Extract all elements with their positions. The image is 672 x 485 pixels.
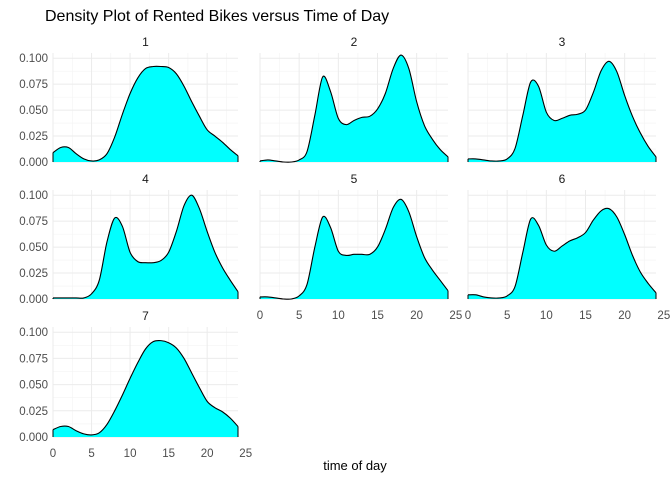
- x-tick-label: 5: [296, 310, 302, 322]
- density-area-fill: [260, 55, 448, 163]
- y-tick-label: 0.075: [19, 216, 48, 228]
- x-tick-label: 15: [371, 310, 384, 322]
- density-curve: [52, 65, 239, 162]
- y-tick-label: 0.025: [19, 406, 48, 418]
- facet-panel-6: 6 0 5 10 15 20 25: [465, 172, 670, 322]
- density-area-fill: [468, 61, 656, 162]
- y-tick-label: 0.050: [19, 242, 48, 254]
- density-curve: [53, 194, 239, 299]
- density-curve: [259, 198, 449, 300]
- x-tick-label: 25: [657, 310, 670, 322]
- x-tick-label: 25: [449, 310, 462, 322]
- density-area-fill: [260, 199, 448, 300]
- density-curve: [259, 54, 449, 163]
- panels-layer: 1 0.000 0.025 0.050 0.075 0.100 2 3 4 0.000 0.025 0…: [19, 35, 670, 460]
- facet-panel-4: 4 0.000 0.025 0.050 0.075 0.100: [19, 172, 239, 306]
- density-area-fill: [53, 340, 238, 437]
- x-tick-label: 20: [201, 448, 214, 460]
- y-tick-label: 0.100: [19, 53, 48, 65]
- facet-strip-label: 3: [559, 35, 566, 49]
- y-tick-label: 0.100: [19, 327, 48, 339]
- facet-strip-label: 2: [351, 35, 358, 49]
- density-area-fill: [53, 66, 238, 162]
- facet-strip-label: 1: [142, 35, 149, 49]
- x-tick-label: 0: [50, 448, 56, 460]
- density-curve: [52, 339, 239, 436]
- facet-strip-label: 4: [142, 172, 149, 186]
- facet-panel-1: 1 0.000 0.025 0.050 0.075 0.100: [19, 35, 239, 169]
- y-tick-label: 0.075: [19, 79, 48, 91]
- x-tick-label: 20: [410, 310, 423, 322]
- x-tick-label: 0: [257, 310, 263, 322]
- facet-strip-label: 5: [351, 172, 358, 186]
- facet-panel-2: 2: [259, 35, 449, 163]
- y-tick-label: 0.000: [19, 432, 48, 444]
- chart-title: Density Plot of Rented Bikes versus Time…: [45, 8, 389, 25]
- x-tick-label: 10: [124, 448, 137, 460]
- x-tick-label: 10: [332, 310, 345, 322]
- density-area-fill: [53, 195, 238, 299]
- density-curve: [467, 60, 657, 162]
- facet-panel-3: 3: [467, 35, 657, 163]
- y-tick-label: 0.050: [19, 105, 48, 117]
- density-area-fill: [468, 208, 656, 299]
- density-curve: [467, 207, 657, 299]
- x-tick-label: 0: [465, 310, 471, 322]
- facet-panel-5: 5 0 5 10 15 20 25: [257, 172, 462, 322]
- x-tick-label: 25: [239, 448, 252, 460]
- x-axis-label: time of day: [323, 458, 387, 473]
- x-tick-label: 20: [618, 310, 631, 322]
- y-tick-label: 0.050: [19, 380, 48, 392]
- x-tick-label: 5: [504, 310, 510, 322]
- y-tick-label: 0.025: [19, 268, 48, 280]
- y-tick-label: 0.000: [19, 294, 48, 306]
- y-tick-label: 0.075: [19, 353, 48, 365]
- x-tick-label: 15: [162, 448, 175, 460]
- x-tick-label: 5: [88, 448, 94, 460]
- x-tick-label: 15: [579, 310, 592, 322]
- y-tick-label: 0.100: [19, 190, 48, 202]
- facet-strip-label: 6: [559, 172, 566, 186]
- facet-strip-label: 7: [142, 309, 149, 323]
- y-tick-label: 0.000: [19, 157, 48, 169]
- facet-panel-7: 7 0.000 0.025 0.050 0.075 0.100 0 5 10 15 20 25: [19, 309, 252, 460]
- y-tick-label: 0.025: [19, 131, 48, 143]
- x-tick-label: 10: [540, 310, 553, 322]
